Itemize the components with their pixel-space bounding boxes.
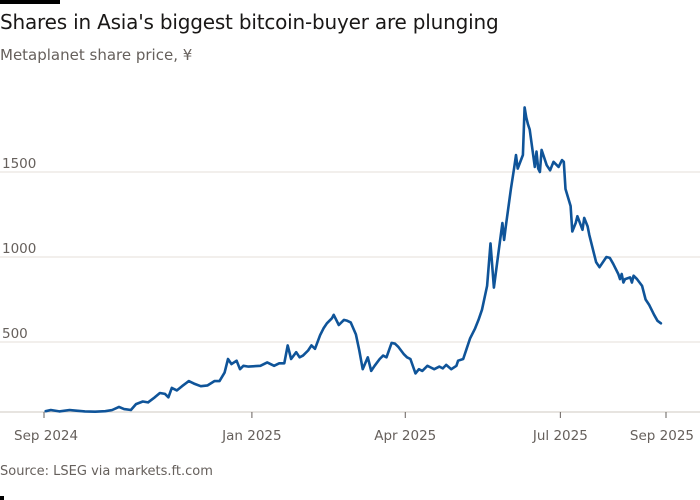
chart-subtitle: Metaplanet share price, ¥ [0, 46, 193, 64]
x-tick-label-2: Apr 2025 [374, 428, 436, 444]
series-layer [44, 106, 663, 413]
chart-title: Shares in Asia's biggest bitcoin-buyer a… [0, 10, 499, 34]
y-tick-label-1500: 1500 [2, 156, 36, 172]
gridlines [0, 171, 700, 413]
y-tick-label-500: 500 [2, 326, 28, 342]
x-axis-ticks: Sep 2024 Jan 2025 Apr 2025 Jul 2025 Sep 2025 [14, 412, 694, 444]
x-tick-label-4: Sep 2025 [630, 428, 694, 444]
y-tick-label-1000: 1000 [2, 241, 36, 257]
x-tick-label-0: Sep 2024 [14, 428, 78, 444]
ft-top-bar [0, 0, 60, 4]
x-tick-label-3: Jul 2025 [532, 428, 588, 444]
y-axis-ticks: 500 1000 1500 [2, 156, 36, 342]
series-line-0 [44, 106, 663, 413]
corner-mark [0, 496, 4, 500]
x-tick-label-1: Jan 2025 [221, 428, 281, 444]
source-note: Source: LSEG via markets.ft.com [0, 464, 213, 479]
